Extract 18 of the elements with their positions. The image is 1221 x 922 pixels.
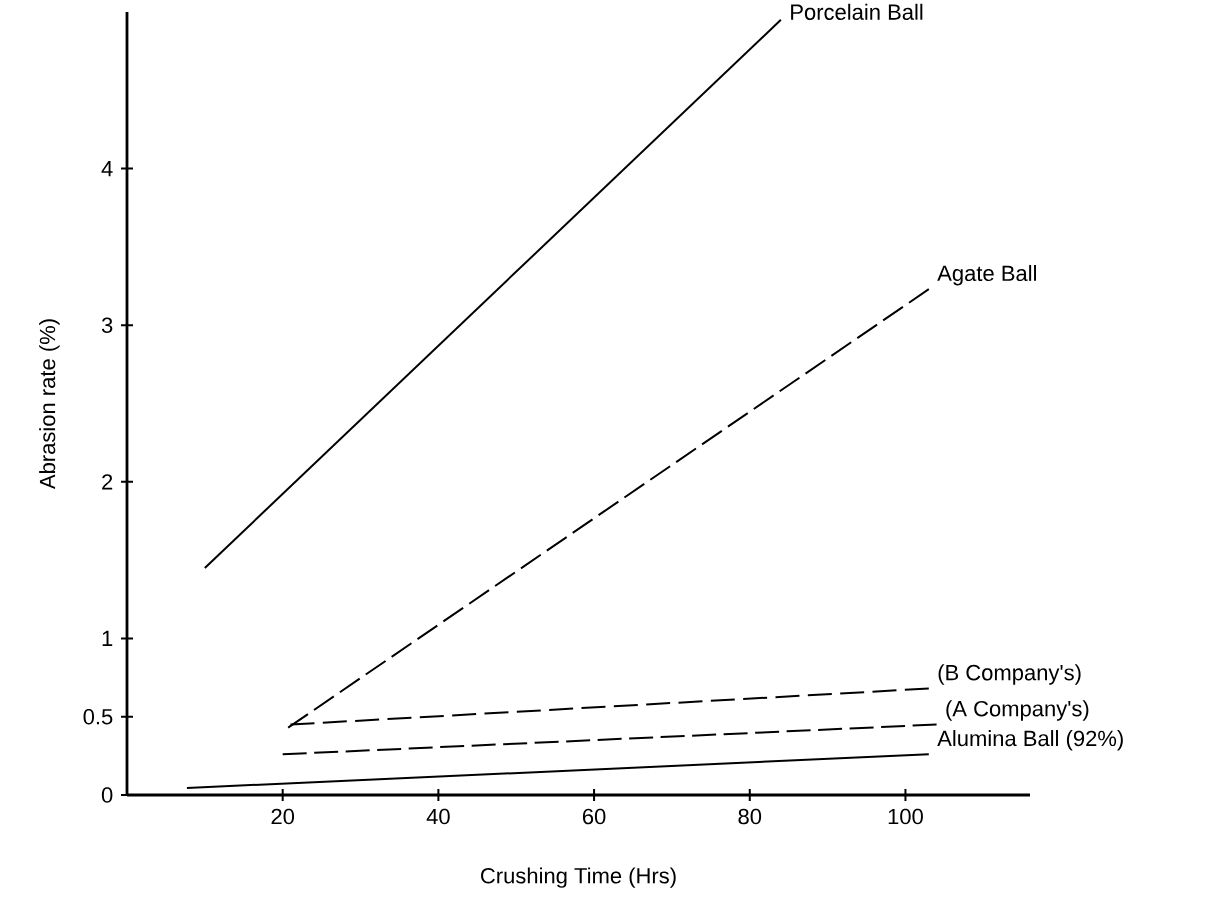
series-label: (A Company's) [946,700,1089,721]
x-tick-label: 20 [271,808,295,825]
x-tick-label: 80 [738,808,762,825]
x-axis-title: Crushing Time (Hrs) [481,867,676,888]
y-tick-label: 3 [101,317,113,333]
y-axis-title: Abrasion rate (%) [39,319,60,490]
series-label: Porcelain Ball [791,3,923,20]
series-label: Agate Ball [937,264,1036,286]
series-label: Alumina Ball (92%) [937,730,1123,751]
y-tick-label: 2 [102,474,113,490]
y-tick-label: 0 [101,787,113,803]
y-tick-label: 1 [102,630,113,646]
y-tick-label: 4 [101,161,113,177]
y-tick-label: 0.5 [83,708,113,725]
x-tick-label: 40 [426,808,450,825]
x-tick-label: 100 [888,808,923,825]
x-tick-label: 60 [582,808,606,825]
series-label: (B Company's) [938,664,1081,685]
